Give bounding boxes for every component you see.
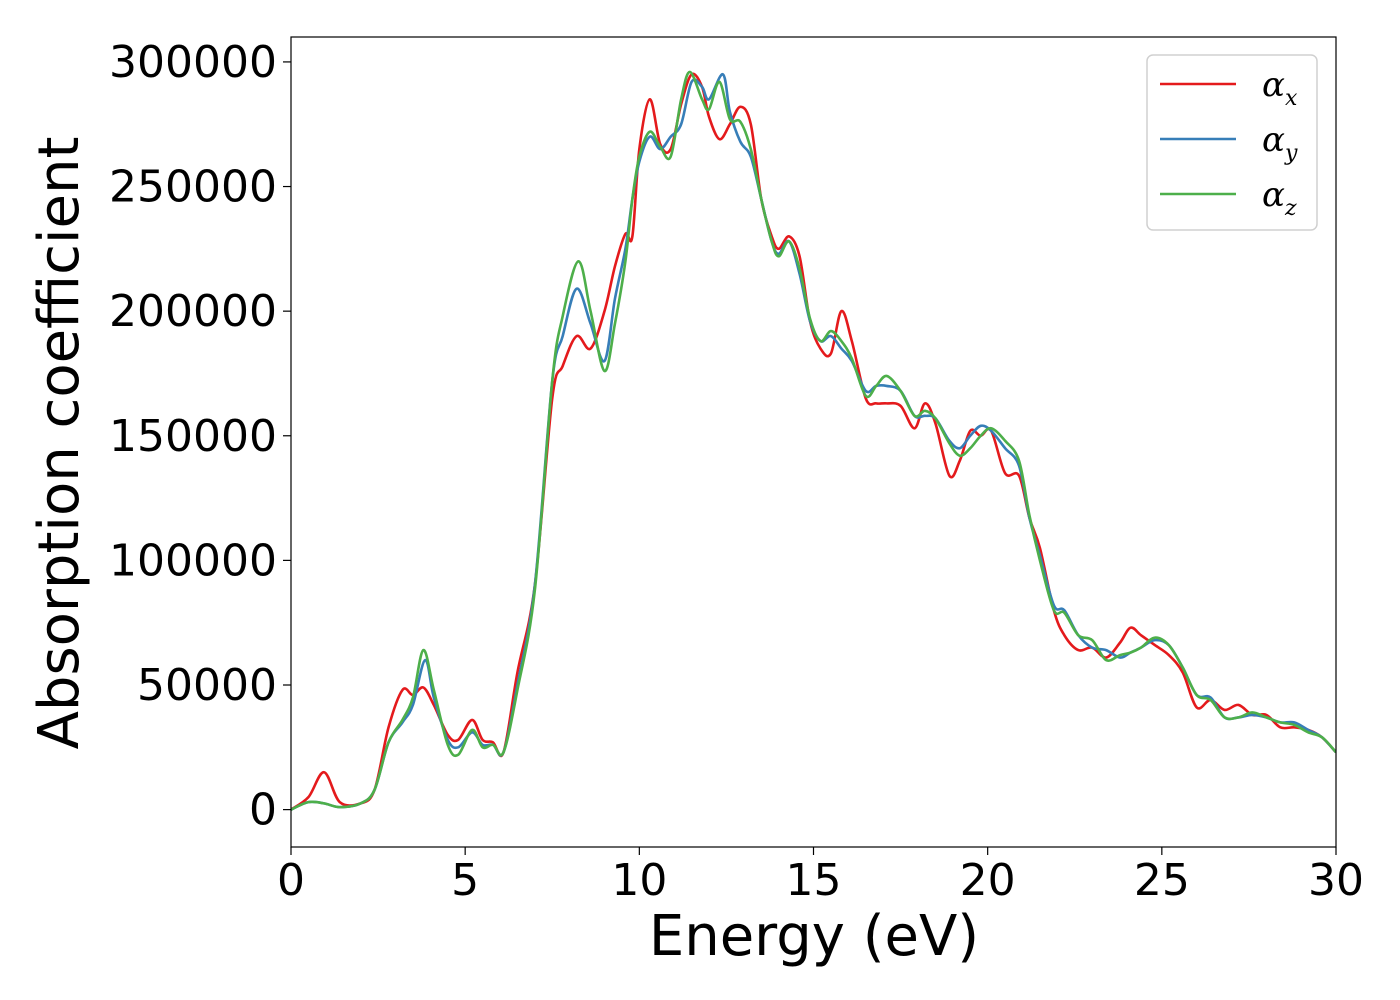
series-lines <box>291 70 1336 811</box>
plot-frame <box>290 36 1337 848</box>
y-tick-label: 250000 <box>109 162 277 213</box>
legend-symbol: α <box>1262 65 1285 105</box>
legend-frame <box>1146 54 1318 231</box>
x-tick-label: 30 <box>1308 855 1364 906</box>
legend-subscript: z <box>1284 196 1297 221</box>
legend-subscript: y <box>1284 141 1298 166</box>
legend-symbol: α <box>1262 120 1285 160</box>
y-axis-ticks: 0 50000 100000 150000 200000 250000 300000 <box>109 37 291 836</box>
legend-label-y: αy <box>1262 120 1298 166</box>
series-line-x <box>291 72 1336 811</box>
legend-subscript: x <box>1285 86 1298 111</box>
legend-label-x: αx <box>1262 65 1298 111</box>
y-axis-title: Absorption coefficient <box>27 137 92 750</box>
y-tick-label: 150000 <box>109 411 277 462</box>
legend-label-z: αz <box>1262 175 1297 221</box>
y-tick-label: 0 <box>249 785 277 836</box>
series-line-z <box>291 70 1336 811</box>
x-tick-label: 5 <box>451 855 479 906</box>
x-tick-label: 10 <box>611 855 667 906</box>
y-tick-label: 50000 <box>137 660 277 711</box>
y-tick-label: 100000 <box>109 535 277 586</box>
x-tick-label: 25 <box>1134 855 1190 906</box>
x-tick-label: 0 <box>277 855 305 906</box>
y-tick-label: 300000 <box>109 37 277 88</box>
x-tick-label: 20 <box>960 855 1016 906</box>
x-axis-title: Energy (eV) <box>649 904 979 969</box>
x-tick-label: 15 <box>786 855 842 906</box>
legend-symbol: α <box>1262 175 1285 215</box>
y-tick-label: 200000 <box>109 286 277 337</box>
x-axis-ticks: 0 5 10 15 20 25 30 <box>277 847 1364 906</box>
